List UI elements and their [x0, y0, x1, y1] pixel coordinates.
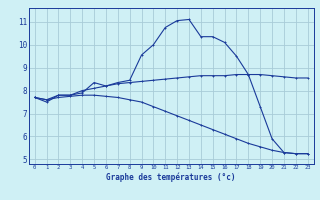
X-axis label: Graphe des températures (°c): Graphe des températures (°c) [107, 172, 236, 182]
